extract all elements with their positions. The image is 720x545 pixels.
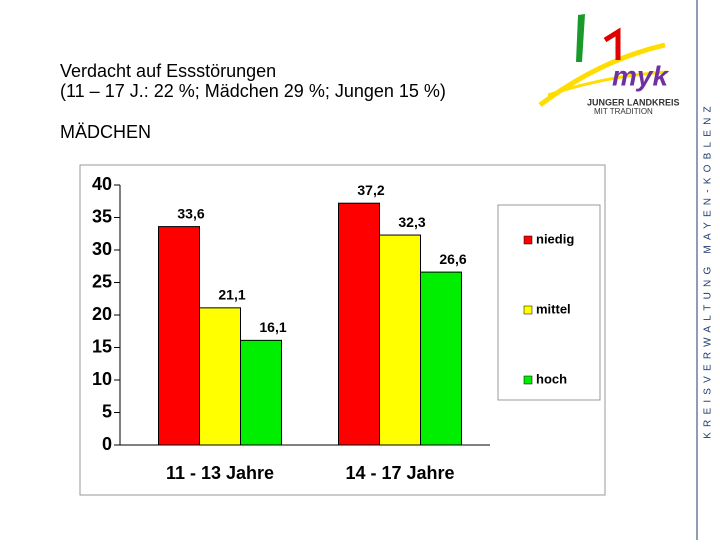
bar [338, 202, 380, 446]
x-tick-label: 11 - 13 Jahre [166, 463, 274, 483]
chart: 0 5 10 15 20 25 30 35 40 11 - 13 Jahre 33,6 21,1 16,… [92, 174, 574, 483]
y-tick-label: 35 [92, 206, 112, 226]
y-tick-label: 30 [92, 239, 112, 259]
y-tick-label: 25 [92, 271, 112, 291]
value-label: 32,3 [398, 214, 425, 230]
legend-label: mittel [536, 301, 571, 316]
logo: myk JUNGER LANDKREIS MIT TRADITION [538, 14, 680, 116]
bar [420, 271, 462, 446]
title-line: Verdacht auf Essstörungen [60, 61, 276, 81]
y-tick-label: 15 [92, 336, 112, 356]
title-line: (11 – 17 J.: 22 %; Mädchen 29 %; Jungen … [60, 81, 446, 101]
bar [379, 234, 421, 446]
y-tick-label: 10 [92, 369, 112, 389]
y-tick-label: 0 [102, 434, 112, 454]
logo-word: myk [612, 60, 669, 91]
y-tick-label: 40 [92, 174, 112, 194]
value-label: 37,2 [357, 182, 384, 198]
legend-swatch [523, 235, 533, 245]
legend-label: niedig [536, 231, 574, 246]
legend [497, 204, 601, 401]
legend-swatch [523, 375, 533, 385]
subtitle: MÄDCHEN [60, 122, 151, 142]
bar [240, 339, 282, 446]
bar [199, 307, 241, 446]
legend-swatch [523, 305, 533, 315]
value-label: 21,1 [218, 287, 245, 303]
logo-text: JUNGER LANDKREIS [587, 97, 680, 107]
value-label: 16,1 [259, 319, 286, 335]
legend-label: hoch [536, 371, 567, 386]
value-label: 33,6 [177, 205, 204, 221]
side-text: KREISVERWALTUNG MAYEN-KOBLENZ [703, 101, 714, 439]
y-tick-label: 20 [92, 304, 112, 324]
value-label: 26,6 [439, 251, 466, 267]
logo-text: MIT TRADITION [594, 107, 653, 116]
bar [158, 226, 200, 446]
y-tick-label: 5 [102, 401, 112, 421]
x-tick-label: 14 - 17 Jahre [345, 463, 454, 483]
